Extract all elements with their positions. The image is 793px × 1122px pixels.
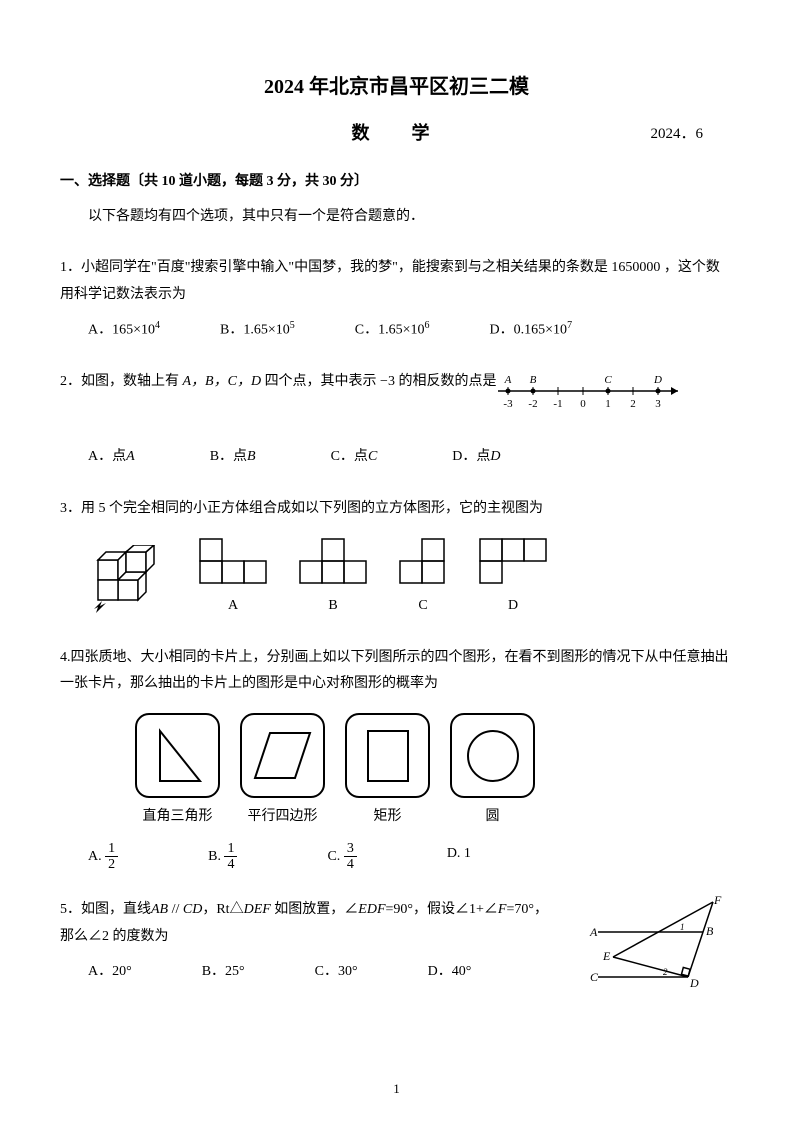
q4-shape-parallelogram: 平行四边形 xyxy=(240,713,325,831)
svg-text:C: C xyxy=(590,970,599,984)
q3-text: 3．用 5 个完全相同的小正方体组合成如以下列图的立方体图形，它的主视图为 xyxy=(60,496,733,523)
q4-text: 4.四张质地、大小相同的卡片上，分别画上如以下列图所示的四个图形，在看不到图形的… xyxy=(60,645,733,698)
svg-text:3: 3 xyxy=(655,398,661,410)
question-5: 5．如图，直线AB // CD，Rt△DEF 如图放置，∠EDF=90°，假设∠… xyxy=(60,897,733,985)
question-1: 1．小超同学在"百度"搜索引擎中输入"中国梦，我的梦"，能搜索到与之相关结果的条… xyxy=(60,255,733,344)
exam-date: 2024．6 xyxy=(650,122,703,143)
q4-opt-d: D. 1 xyxy=(447,841,471,873)
q5-opt-c: C．30° xyxy=(315,959,358,986)
svg-text:-1: -1 xyxy=(553,398,562,410)
q4-opt-b: B. 14 xyxy=(208,841,237,873)
svg-text:1: 1 xyxy=(680,922,685,932)
q3-opt-d: D xyxy=(478,537,548,620)
page-number: 1 xyxy=(393,1081,400,1097)
q4-shape-triangle: 直角三角形 xyxy=(135,713,220,831)
q5-opt-b: B．25° xyxy=(202,959,245,986)
q1-opt-c: C．1.65×106 xyxy=(355,316,430,344)
q3-opt-b: B xyxy=(298,537,368,620)
svg-text:C: C xyxy=(604,374,612,386)
q1-opt-b: B．1.65×105 xyxy=(220,316,295,344)
svg-text:-2: -2 xyxy=(528,398,537,410)
q4-opt-a: A. 12 xyxy=(88,841,118,873)
svg-text:D: D xyxy=(653,374,662,386)
q2-opt-c: C．点C xyxy=(331,444,378,471)
q4-shape-rectangle: 矩形 xyxy=(345,713,430,831)
q2-options: A．点A B．点B C．点C D．点D xyxy=(88,444,733,471)
svg-text:E: E xyxy=(602,949,611,963)
svg-text:B: B xyxy=(530,374,537,386)
question-3: 3．用 5 个完全相同的小正方体组合成如以下列图的立方体图形，它的主视图为 xyxy=(60,496,733,620)
q1-text: 1．小超同学在"百度"搜索引擎中输入"中国梦，我的梦"，能搜索到与之相关结果的条… xyxy=(60,255,733,308)
q4-options: A. 12 B. 14 C. 34 D. 1 xyxy=(88,841,733,873)
svg-text:A: A xyxy=(504,374,512,386)
q4-shape-circle: 圆 xyxy=(450,713,535,831)
svg-text:0: 0 xyxy=(580,398,586,410)
svg-text:2: 2 xyxy=(630,398,636,410)
q2-opt-a: A．点A xyxy=(88,444,135,471)
svg-text:D: D xyxy=(689,976,699,990)
q1-opt-a: A．165×104 xyxy=(88,316,160,344)
q4-opt-c: C. 34 xyxy=(327,841,356,873)
q5-opt-a: A．20° xyxy=(88,959,132,986)
q3-3d-figure xyxy=(88,545,168,620)
q2-opt-d: D．点D xyxy=(452,444,500,471)
svg-text:B: B xyxy=(706,924,714,938)
q2-opt-b: B．点B xyxy=(210,444,256,471)
subject: 数 学 xyxy=(352,119,442,145)
q3-opt-c: C xyxy=(398,537,448,620)
number-line-diagram: -3 -2 -1 0 1 2 3 A B C D xyxy=(493,369,693,425)
question-4: 4.四张质地、大小相同的卡片上，分别画上如以下列图所示的四个图形，在看不到图形的… xyxy=(60,645,733,873)
exam-title: 2024 年北京市昌平区初三二模 xyxy=(60,70,733,99)
section-header: 一、选择题〔共 10 道小题，每题 3 分，共 30 分〕 xyxy=(60,170,733,190)
q4-shapes: 直角三角形 平行四边形 矩形 圆 xyxy=(135,713,733,831)
q5-diagram: A B C D E F 1 2 xyxy=(588,892,723,1003)
q5-opt-d: D．40° xyxy=(428,959,472,986)
svg-text:F: F xyxy=(713,893,722,907)
q3-opt-a: A xyxy=(198,537,268,620)
subtitle-row: 数 学 2024．6 xyxy=(60,119,733,145)
question-2: 2．如图，数轴上有 A，B，C，D 四个点，其中表示 −3 的相反数的点是 -3… xyxy=(60,369,733,470)
svg-text:1: 1 xyxy=(605,398,611,410)
svg-text:-3: -3 xyxy=(503,398,513,410)
q1-options: A．165×104 B．1.65×105 C．1.65×106 D．0.165×… xyxy=(88,316,733,344)
q1-opt-d: D．0.165×107 xyxy=(490,316,573,344)
svg-text:A: A xyxy=(589,925,598,939)
section-note: 以下各题均有四个选项，其中只有一个是符合题意的． xyxy=(88,205,733,225)
svg-text:2: 2 xyxy=(663,967,668,977)
q3-figures: A B C xyxy=(88,537,733,620)
